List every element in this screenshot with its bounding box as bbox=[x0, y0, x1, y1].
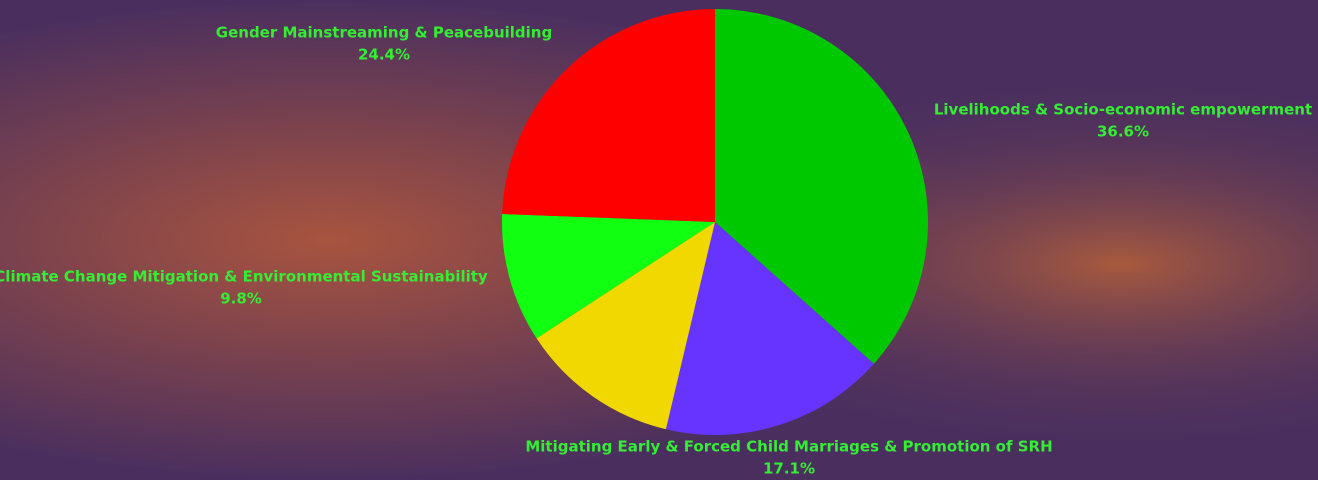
slice-value-label: 9.8% bbox=[220, 290, 262, 308]
pie-slice bbox=[715, 9, 929, 364]
pie-slice bbox=[502, 9, 715, 222]
pie-slice bbox=[665, 222, 874, 435]
slice-value-label: 17.1% bbox=[763, 460, 815, 478]
slice-label: Mitigating Early & Forced Child Marriage… bbox=[525, 438, 1052, 456]
slice-label: Gender Mainstreaming & Peacebuilding bbox=[216, 24, 552, 42]
slice-value-label: 36.6% bbox=[1097, 123, 1149, 141]
slice-label: Livelihoods & Socio-economic empowerment bbox=[934, 101, 1312, 119]
slice-label: Climate Change Mitigation & Environmenta… bbox=[0, 268, 488, 286]
slice-value-label: 24.4% bbox=[358, 46, 410, 64]
pie-slice bbox=[536, 222, 715, 430]
pie-slice bbox=[502, 213, 715, 339]
